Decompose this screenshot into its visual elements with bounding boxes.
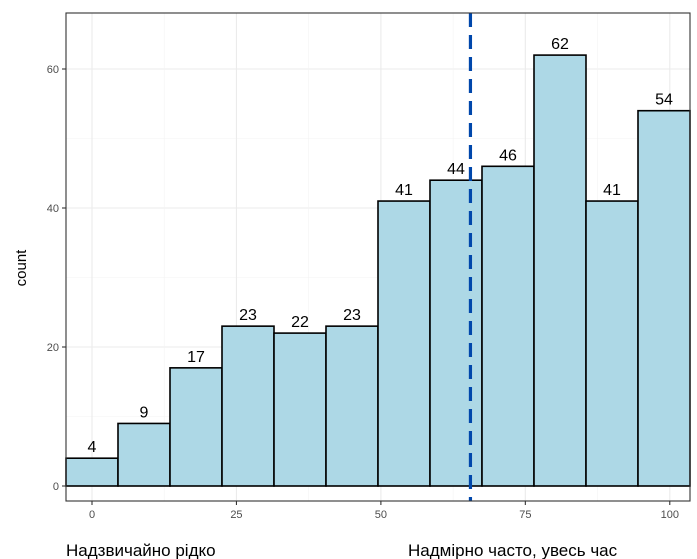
bars: 4 9 17 23 22 23 41 44 46 62 41 54 — [65, 36, 691, 487]
y-tick-label: 60 — [47, 64, 59, 76]
histogram-bar — [65, 457, 119, 487]
histogram-bar — [377, 200, 431, 487]
bar-count-label: 9 — [140, 404, 149, 421]
histogram-bar — [585, 200, 639, 487]
x-tick-label: 75 — [519, 509, 531, 521]
histogram-bar — [117, 422, 171, 487]
bar-count-label: 62 — [551, 36, 569, 53]
bar-count-label: 46 — [499, 147, 517, 164]
bar-count-label: 22 — [291, 314, 309, 331]
bar-count-label: 4 — [88, 439, 97, 456]
histogram-bar — [221, 325, 275, 487]
y-tick-label: 20 — [47, 342, 59, 354]
histogram-bar — [637, 109, 691, 487]
bar-count-label: 44 — [447, 161, 465, 178]
histogram-bar — [273, 332, 327, 487]
bar-count-label: 54 — [655, 92, 673, 109]
bar-count-label: 41 — [603, 182, 621, 199]
bar-count-label: 17 — [187, 349, 205, 366]
bar-count-label: 23 — [343, 307, 361, 324]
y-tick-label: 0 — [53, 481, 59, 493]
x-axis-right-label: Надмірно часто, увесь час — [408, 541, 618, 559]
histogram-bar — [169, 367, 223, 487]
histogram-bar — [325, 325, 379, 487]
bar-count-label: 41 — [395, 182, 413, 199]
y-axis: 0 20 40 60 — [47, 64, 66, 493]
panel-border — [65, 12, 691, 502]
x-tick-label: 25 — [230, 509, 242, 521]
x-tick-label: 100 — [661, 509, 679, 521]
x-axis: 0 25 50 75 100 — [89, 501, 679, 521]
histogram-bar — [429, 179, 483, 487]
y-axis-title: count — [13, 249, 30, 287]
x-axis-left-label: Надзвичайно рідко — [66, 541, 216, 559]
x-tick-label: 0 — [89, 509, 95, 521]
x-tick-label: 50 — [375, 509, 387, 521]
histogram-bar — [481, 165, 535, 487]
bar-count-label: 23 — [239, 307, 257, 324]
y-tick-label: 40 — [47, 203, 59, 215]
histogram-bar — [533, 54, 587, 487]
